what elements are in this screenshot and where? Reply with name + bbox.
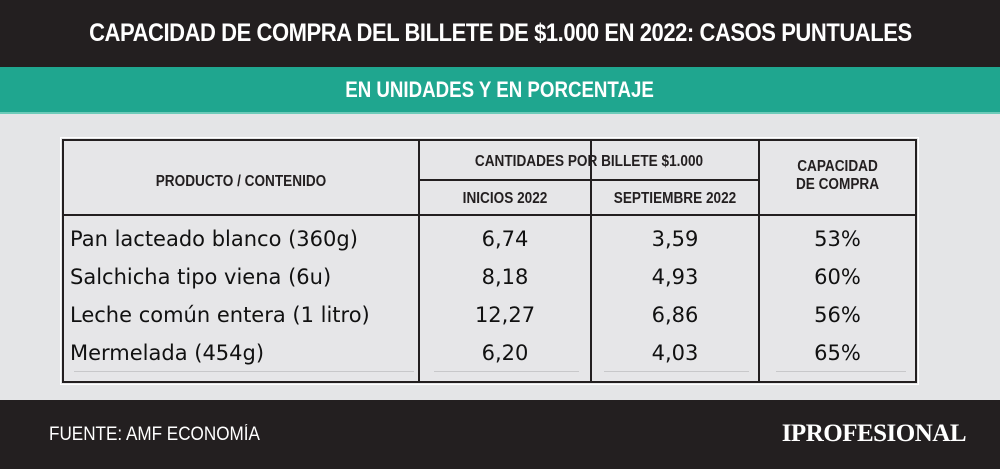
row-product: Leche común entera (1 litro) (70, 303, 370, 327)
source-credit: FUENTE: AMF ECONOMÍA (49, 424, 260, 445)
row-september-value: 3,59 (651, 227, 699, 251)
row-capacity-value: 53% (814, 227, 861, 251)
row-product: Pan lacteado blanco (360g) (70, 227, 358, 251)
row-rule (434, 371, 579, 372)
data-table: PRODUCTO / CONTENIDO CANTIDADES POR BILL… (60, 137, 919, 385)
page-subtitle: EN UNIDADES Y EN PORCENTAJE (345, 76, 655, 102)
header-quantities-group: CANTIDADES POR BILLETE $1.000 (474, 153, 704, 170)
row-product: Mermelada (454g) (70, 341, 265, 365)
row-product: Salchicha tipo viena (6u) (70, 265, 332, 289)
row-start-value: 8,18 (481, 265, 529, 289)
title-bar: CAPACIDAD DE COMPRA DEL BILLETE DE $1.00… (0, 0, 1000, 67)
row-rule (604, 371, 749, 372)
row-september-value: 4,93 (651, 265, 699, 289)
row-rule (74, 371, 414, 372)
column-divider (590, 141, 592, 381)
row-capacity-value: 65% (814, 341, 861, 365)
row-start-value: 6,20 (481, 341, 529, 365)
column-divider (418, 141, 420, 381)
page-title: CAPACIDAD DE COMPRA DEL BILLETE DE $1.00… (88, 19, 912, 47)
footer-bar: FUENTE: AMF ECONOMÍA IPROFESIONAL (0, 400, 1000, 469)
brand-logo: IPROFESIONAL (781, 420, 967, 447)
header-bottom-border (64, 214, 915, 216)
header-capacity-line2: DE COMPRA (795, 176, 880, 193)
row-september-value: 4,03 (651, 341, 699, 365)
row-capacity-value: 60% (814, 265, 861, 289)
row-rule (776, 371, 906, 372)
row-capacity-value: 56% (814, 303, 861, 327)
header-september-2022: SEPTIEMBRE 2022 (613, 190, 737, 207)
row-start-value: 6,74 (481, 227, 529, 251)
column-divider (758, 141, 760, 381)
row-september-value: 6,86 (651, 303, 699, 327)
header-divider (418, 179, 760, 181)
row-start-value: 12,27 (474, 303, 536, 327)
header-product: PRODUCTO / CONTENIDO (155, 173, 327, 190)
header-start-2022: INICIOS 2022 (462, 190, 548, 207)
subtitle-bar: EN UNIDADES Y EN PORCENTAJE (0, 67, 1000, 114)
header-capacity-line1: CAPACIDAD (797, 158, 878, 175)
